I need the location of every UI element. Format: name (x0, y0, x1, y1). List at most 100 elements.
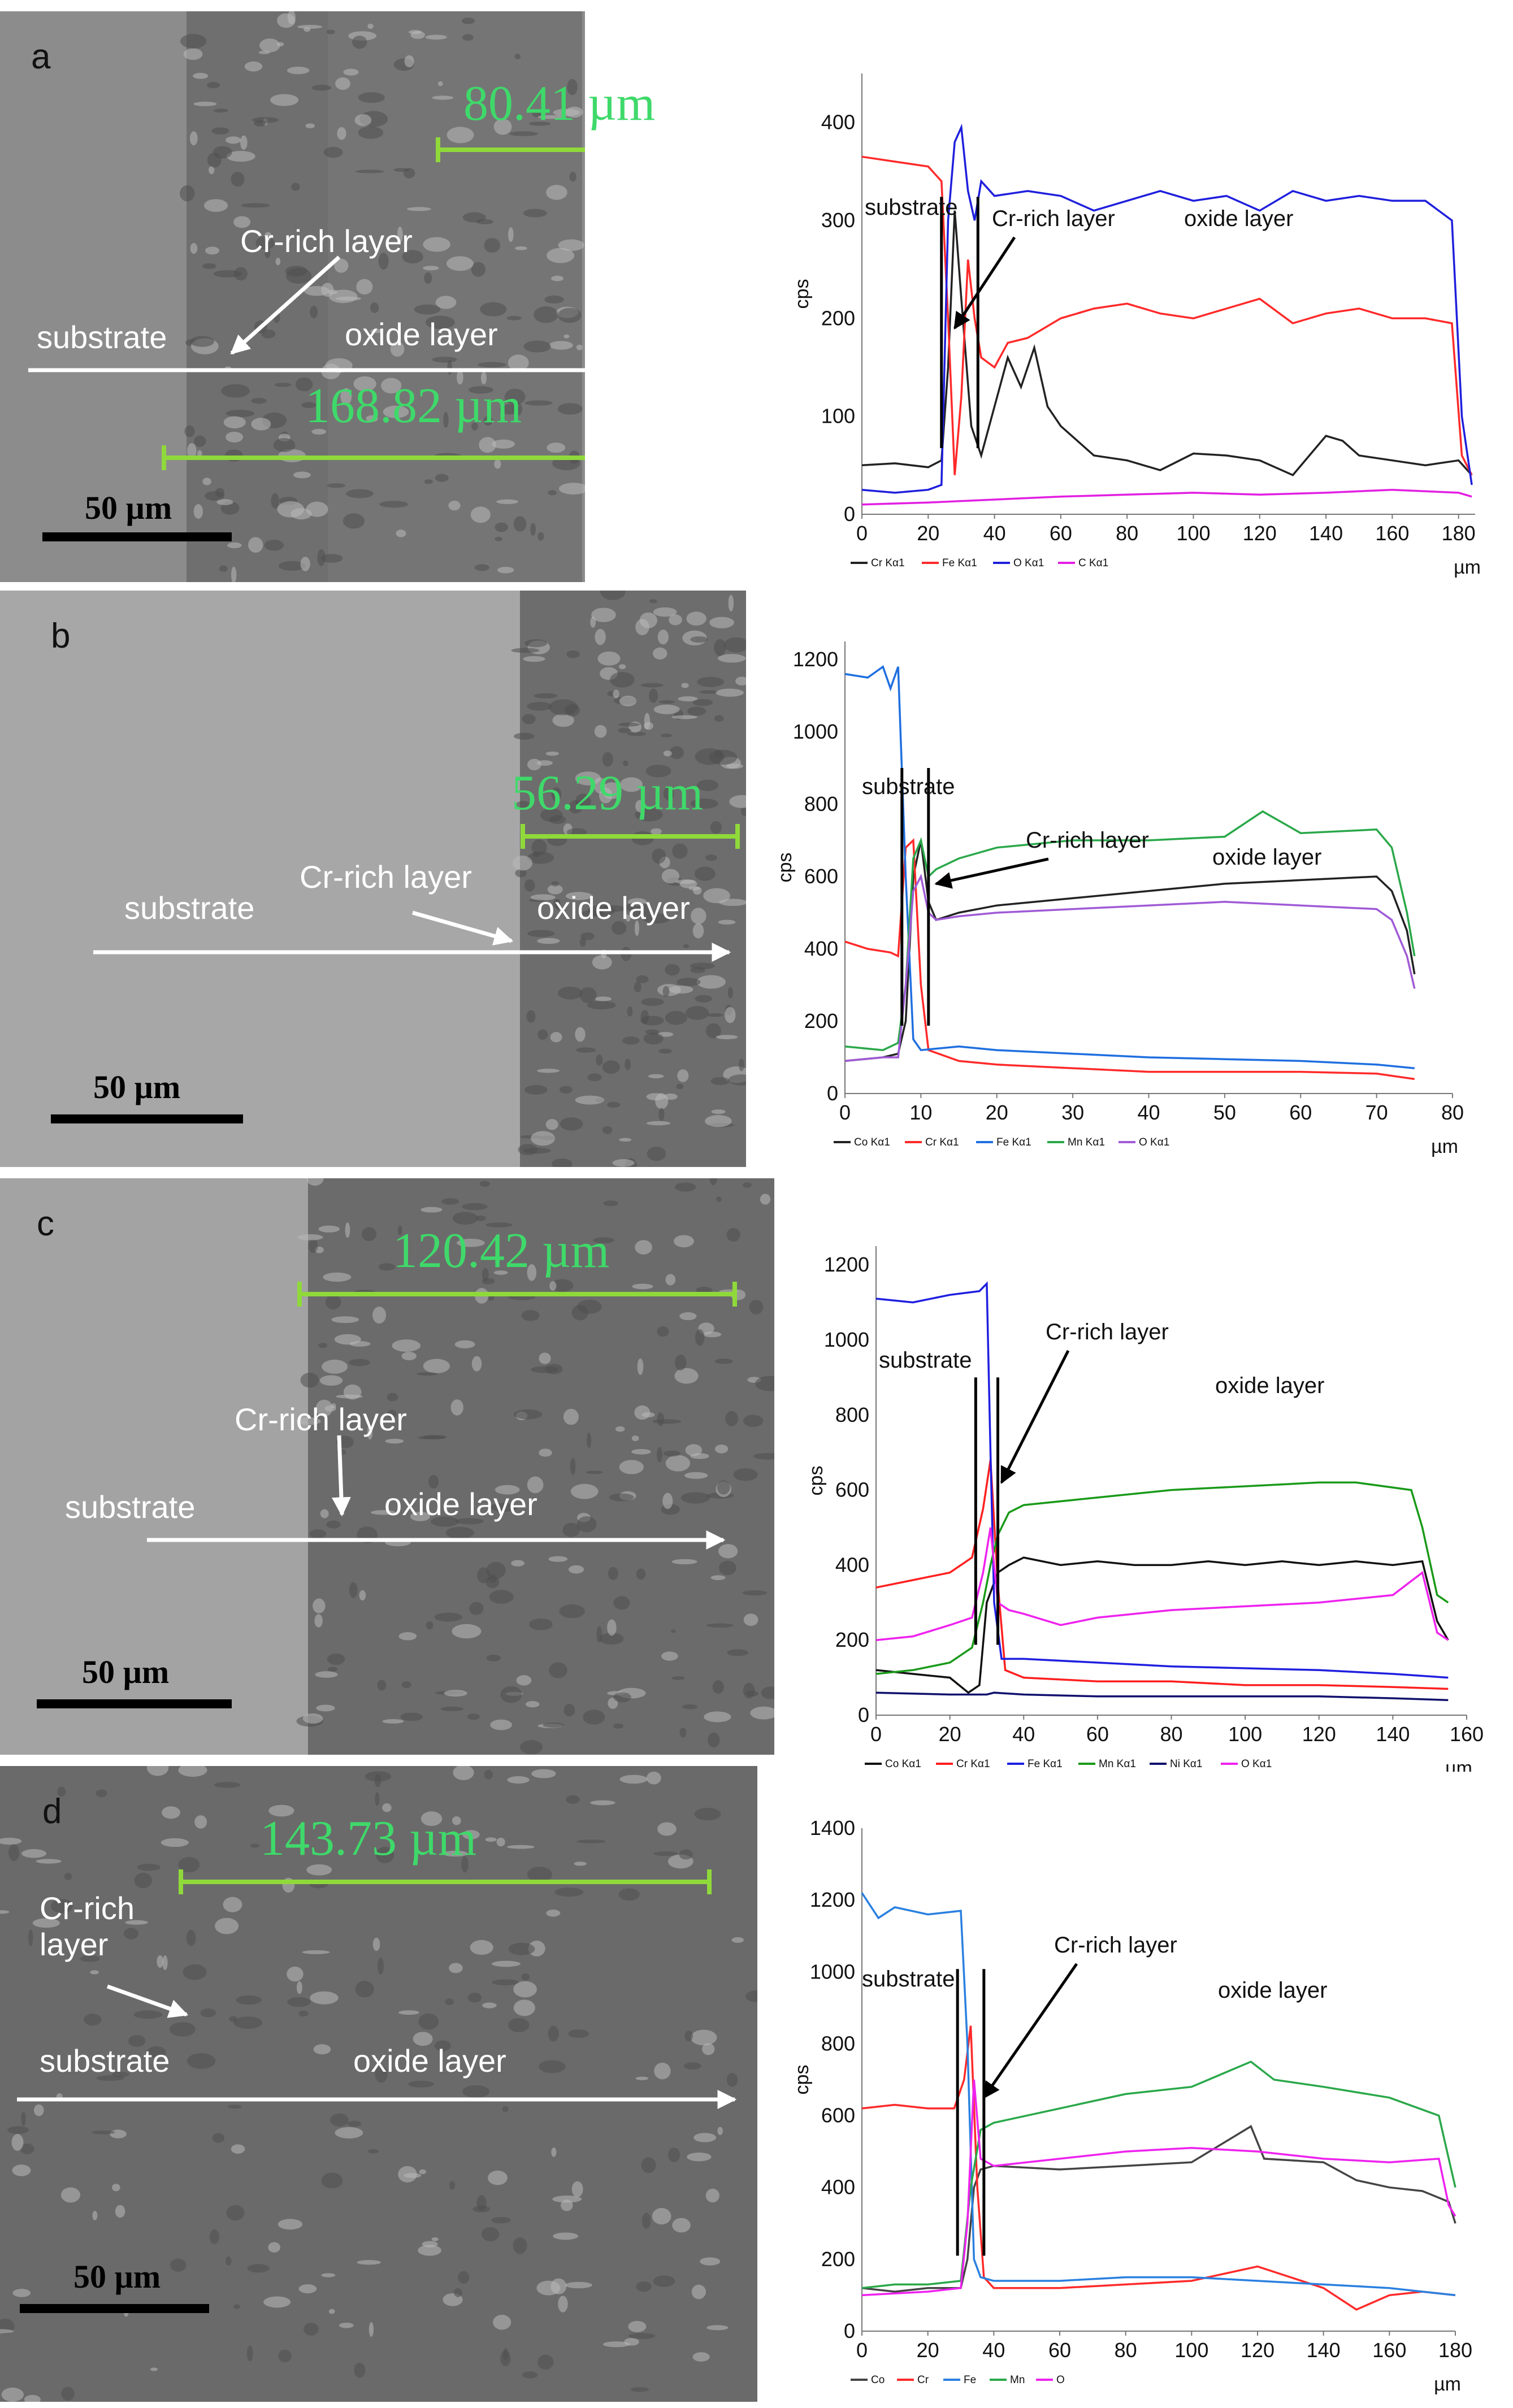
chart-annotation: oxide layer (1215, 1373, 1324, 1398)
y-tick-label: 400 (821, 111, 855, 134)
x-tick-label: 0 (870, 1723, 882, 1746)
legend-entry: O Kα1 (1241, 1758, 1272, 1770)
legend-entry: Co Kα1 (885, 1758, 921, 1770)
scale-bar-label: 50 µm (82, 1654, 170, 1690)
cr-peak-pointer-arrow (1000, 1350, 1070, 1484)
chart-annotation: oxide layer (1212, 845, 1321, 870)
x-tick-label: 140 (1307, 2338, 1341, 2362)
measurement-bar (179, 1869, 712, 1894)
chart-annotation: substrate (862, 1967, 955, 1992)
y-tick-label: 1000 (810, 1960, 855, 1983)
legend-entry: Fe (964, 2374, 976, 2386)
y-tick-label: 200 (821, 2248, 855, 2271)
chart-annotation: substrate (879, 1348, 972, 1373)
y-tick-label: 600 (804, 865, 838, 888)
y-tick-label: 0 (844, 502, 855, 526)
x-tick-label: 80 (1441, 1101, 1464, 1124)
measurement-bar (297, 1282, 737, 1307)
substrate-label: substrate (37, 319, 167, 355)
series-line-cr (861, 2025, 1456, 2311)
y-tick-label: 800 (821, 2032, 855, 2055)
legend-entry: Cr Kα1 (871, 557, 905, 569)
substrate-label: substrate (124, 890, 255, 926)
sem-image-panel-b (0, 591, 746, 1167)
y-tick-label: 400 (804, 937, 838, 960)
series-line-o (861, 2079, 1456, 2297)
cr-peak-pointer-arrow (982, 1963, 1078, 2099)
series-line-co-kα1 (875, 1556, 1449, 1694)
y-tick-label: 400 (835, 1553, 869, 1576)
x-tick-label: 80 (1115, 2338, 1137, 2362)
y-tick-label: 0 (827, 1082, 838, 1105)
x-tick-label: 80 (1160, 1723, 1182, 1746)
sem-overlay (28, 137, 585, 541)
x-axis-label: µm (1445, 1758, 1472, 1772)
y-tick-label: 1200 (824, 1253, 869, 1276)
sem-image-panel-d (0, 1766, 757, 2402)
y-axis-label: cps (791, 2065, 813, 2095)
oxide-layer-label: oxide layer (537, 890, 690, 926)
legend-entry: Fe Kα1 (996, 1136, 1031, 1148)
x-tick-label: 40 (1012, 1723, 1035, 1746)
series-line-mn-kα1 (875, 1481, 1449, 1675)
x-tick-label: 140 (1376, 1723, 1410, 1746)
sem-overlay (17, 1869, 737, 2313)
line-scan-chart-b: 0 200 400 600 800 1000 1200 0 10 20 30 40 50 60 70 80 cp… (774, 641, 1464, 1157)
chart-annotation: oxide layer (1218, 1978, 1327, 2003)
measurement-label: 120.42 µm (393, 1223, 610, 1278)
cr-peak-pointer-arrow (934, 857, 1049, 889)
oxide-layer-label: oxide layer (384, 1486, 537, 1522)
chart-annotation: Cr-rich layer (1054, 1933, 1177, 1958)
y-tick-label: 600 (835, 1478, 869, 1502)
series-line-o-kα1 (875, 1527, 1449, 1641)
chart-annotation: Cr-rich layer (1026, 828, 1149, 853)
cr-layer-pointer-arrow (106, 1984, 189, 2018)
sem-image-panel-a (0, 11, 585, 582)
legend-entry: Fe Kα1 (942, 557, 977, 569)
y-tick-label: 0 (844, 2319, 855, 2342)
panel-letter-a: a (31, 37, 51, 76)
sem-texture (511, 591, 746, 1167)
y-tick-label: 200 (804, 1009, 838, 1032)
sem-overlay (37, 1282, 737, 1708)
chart-annotation: Cr-rich layer (992, 206, 1115, 231)
scale-bar-label: 50 µm (85, 489, 172, 526)
x-tick-label: 0 (856, 2338, 868, 2362)
y-tick-label: 300 (821, 209, 855, 232)
chart-annotation: substrate (865, 195, 958, 220)
x-axis-label: µm (1431, 1136, 1458, 1157)
cr-peak-pointer-arrow (953, 236, 1016, 330)
measurement-bar (436, 137, 585, 162)
y-axis-label: cps (791, 279, 813, 309)
measurement-bar (521, 824, 740, 849)
scale-bar (51, 1114, 243, 1123)
cr-rich-layer-label: Cr-rich layer (240, 223, 413, 259)
y-tick-label: 800 (835, 1403, 869, 1426)
y-tick-label: 0 (858, 1703, 869, 1726)
measurement-label: 56.29 µm (511, 766, 704, 821)
series-line-fe-kα1 (875, 1281, 1449, 1679)
cr-rich-layer-label: Cr-rich layer (300, 859, 472, 895)
x-tick-label: 60 (1048, 2338, 1071, 2362)
chart-annotation: Cr-rich layer (1046, 1320, 1169, 1344)
x-tick-label: 40 (1137, 1101, 1160, 1124)
sem-texture (0, 1766, 757, 2402)
x-tick-label: 100 (1228, 1723, 1262, 1746)
series-line-ni-kα1 (875, 1691, 1449, 1702)
x-tick-label: 50 (1213, 1101, 1236, 1124)
y-tick-label: 200 (835, 1628, 869, 1651)
series-line-o-kα1 (861, 123, 1473, 494)
x-tick-label: 180 (1442, 522, 1476, 545)
substrate-label: substrate (65, 1489, 196, 1525)
legend-entry: Ni Kα1 (1170, 1758, 1202, 1770)
legend-entry: Fe Kα1 (1028, 1758, 1063, 1770)
sem-texture (296, 1178, 774, 1755)
panel-letter-b: b (51, 617, 71, 656)
panel-letter-d: d (42, 1792, 62, 1831)
series-line-cr-kα1 (844, 838, 1415, 1081)
legend-entry: Cr Kα1 (956, 1758, 990, 1770)
cr-layer-pointer-arrow (331, 1435, 351, 1517)
legend-entry: Mn Kα1 (1099, 1758, 1136, 1770)
legend-entry: O Kα1 (1139, 1136, 1169, 1148)
y-tick-label: 400 (821, 2176, 855, 2199)
